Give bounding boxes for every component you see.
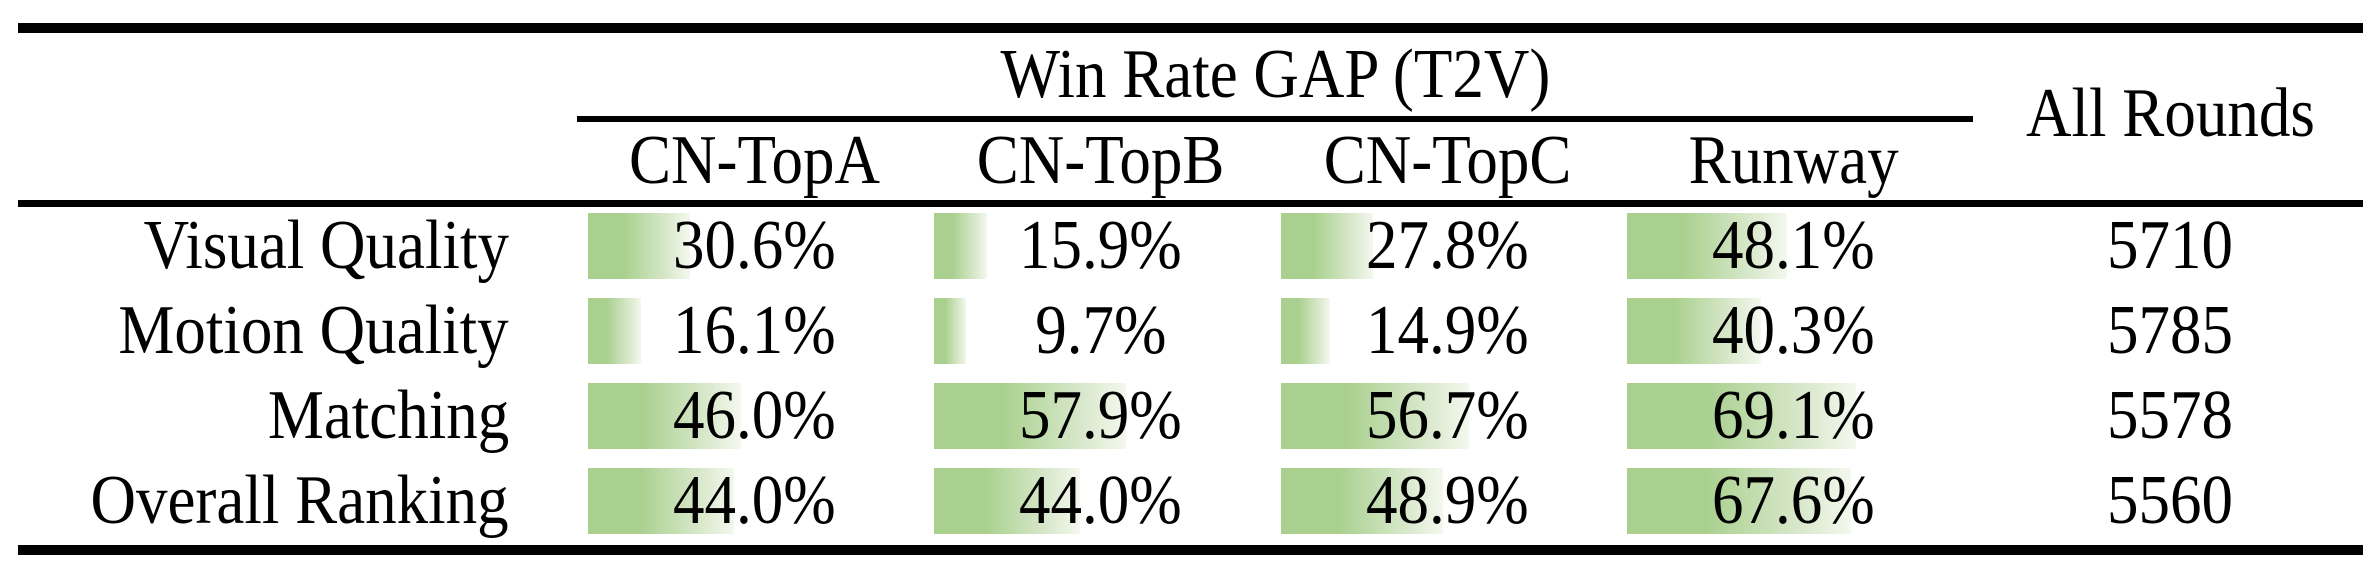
win-rate-data-bar — [1627, 213, 1787, 279]
all-rounds-header: All Rounds — [1975, 75, 2365, 152]
column-header-cn-topc: CN-TopC — [1281, 126, 1614, 196]
win-rate-data-bar — [1281, 383, 1469, 449]
cell-value: 5578 — [2107, 377, 2233, 454]
cell-value: 48.1% — [1712, 207, 1875, 284]
win-rate-data-bar — [588, 468, 734, 534]
win-rate-cell: 56.7% — [1281, 377, 1614, 454]
table-bottom-rule — [18, 545, 2363, 555]
column-header-label: CN-TopA — [628, 122, 881, 199]
win-rate-cell: 48.1% — [1627, 207, 1960, 284]
cell-value: 15.9% — [1019, 207, 1182, 284]
column-header-label: Runway — [1688, 122, 1899, 199]
cell-value: 40.3% — [1712, 292, 1875, 369]
column-header-label: CN-TopC — [1323, 122, 1572, 199]
cell-value: 27.8% — [1366, 207, 1529, 284]
cell-value: 56.7% — [1366, 377, 1529, 454]
column-header-runway: Runway — [1627, 126, 1960, 196]
win-rate-cell: 44.0% — [588, 462, 921, 539]
win-rate-data-bar — [1627, 298, 1761, 364]
group-header: Win Rate GAP (T2V) — [577, 33, 1973, 117]
win-rate-cell: 67.6% — [1627, 462, 1960, 539]
cell-value: 46.0% — [673, 377, 836, 454]
row-label-text: Matching — [267, 377, 509, 454]
table-top-rule — [18, 23, 2363, 33]
cell-value: 67.6% — [1712, 462, 1875, 539]
win-rate-cell: 48.9% — [1281, 462, 1614, 539]
cell-value: 44.0% — [673, 462, 836, 539]
win-rate-data-bar — [934, 468, 1080, 534]
win-rate-data-bar — [1627, 468, 1851, 534]
win-rate-data-bar — [934, 383, 1126, 449]
row-label-matching: Matching — [0, 377, 509, 454]
all-rounds-cell: 5710 — [1975, 207, 2365, 284]
win-rate-data-bar — [588, 383, 741, 449]
all-rounds-header-label: All Rounds — [2025, 75, 2315, 152]
win-rate-cell: 16.1% — [588, 292, 921, 369]
cell-value: 5710 — [2107, 207, 2233, 284]
win-rate-cell: 57.9% — [934, 377, 1267, 454]
column-header-cn-topb: CN-TopB — [934, 126, 1267, 196]
row-label-text: Overall Ranking — [90, 462, 509, 539]
all-rounds-cell: 5560 — [1975, 462, 2365, 539]
row-label-text: Visual Quality — [143, 207, 509, 284]
group-header-label: Win Rate GAP (T2V) — [1000, 36, 1550, 113]
cell-value: 5785 — [2107, 292, 2233, 369]
win-rate-cell: 44.0% — [934, 462, 1267, 539]
win-rate-data-bar — [1281, 298, 1330, 364]
win-rate-cell: 40.3% — [1627, 292, 1960, 369]
cell-value: 57.9% — [1019, 377, 1182, 454]
cell-value: 9.7% — [1034, 292, 1167, 369]
cell-value: 44.0% — [1019, 462, 1182, 539]
win-rate-data-bar — [1281, 468, 1443, 534]
win-rate-data-bar — [1281, 213, 1373, 279]
win-rate-cell: 9.7% — [934, 292, 1267, 369]
column-header-cn-topa: CN-TopA — [588, 126, 921, 196]
column-header-label: CN-TopB — [976, 122, 1225, 199]
row-label-text: Motion Quality — [118, 292, 509, 369]
win-rate-cell: 27.8% — [1281, 207, 1614, 284]
win-rate-data-bar — [588, 298, 641, 364]
cell-value: 5560 — [2107, 462, 2233, 539]
all-rounds-cell: 5785 — [1975, 292, 2365, 369]
win-rate-cell: 69.1% — [1627, 377, 1960, 454]
win-rate-data-bar — [934, 298, 966, 364]
cell-value: 16.1% — [673, 292, 836, 369]
cell-value: 48.9% — [1366, 462, 1529, 539]
cell-value: 30.6% — [673, 207, 836, 284]
win-rate-data-bar — [934, 213, 987, 279]
win-rate-data-bar — [588, 213, 690, 279]
all-rounds-cell: 5578 — [1975, 377, 2365, 454]
cell-value: 69.1% — [1712, 377, 1875, 454]
cell-value: 14.9% — [1366, 292, 1529, 369]
header-bottom-rule — [18, 200, 2363, 207]
win-rate-cell: 46.0% — [588, 377, 921, 454]
row-label-visual-quality: Visual Quality — [0, 207, 509, 284]
row-label-motion-quality: Motion Quality — [0, 292, 509, 369]
win-rate-cell: 15.9% — [934, 207, 1267, 284]
win-rate-data-bar — [1627, 383, 1856, 449]
win-rate-cell: 14.9% — [1281, 292, 1614, 369]
win-rate-cell: 30.6% — [588, 207, 921, 284]
group-header-underline-rule — [577, 116, 1973, 122]
row-label-overall-ranking: Overall Ranking — [0, 462, 509, 539]
